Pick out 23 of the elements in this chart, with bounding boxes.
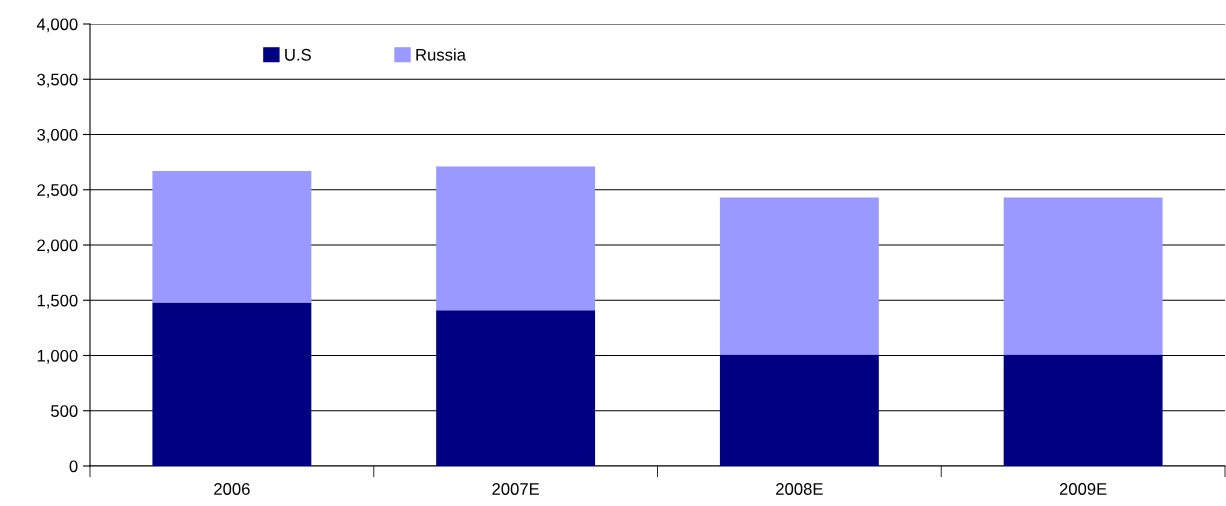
bar bbox=[152, 170, 312, 303]
x-tick-label: 2006 bbox=[214, 483, 250, 495]
x-tick-label: 2007E bbox=[492, 483, 540, 495]
x-tick-label: 2008E bbox=[776, 483, 823, 495]
y-tick-label: 3,000 bbox=[37, 128, 78, 143]
y-tick-label: 1,500 bbox=[37, 294, 78, 309]
bar bbox=[1003, 354, 1163, 466]
y-tick-label: 3,500 bbox=[37, 73, 78, 88]
x-tick-label: 2009E bbox=[1059, 483, 1107, 495]
y-tick-label: 500 bbox=[51, 405, 78, 417]
legend-label: U.S bbox=[285, 48, 311, 61]
y-tick-label: 0 bbox=[69, 460, 78, 473]
bar bbox=[436, 310, 596, 466]
bar bbox=[1003, 197, 1163, 355]
y-tick-label: 2,000 bbox=[37, 239, 78, 254]
bar bbox=[152, 302, 312, 466]
y-tick-label: 4,000 bbox=[36, 18, 78, 33]
legend-label: Russia bbox=[416, 48, 466, 61]
bar bbox=[436, 166, 596, 311]
y-tick-label: 1,000 bbox=[37, 349, 78, 364]
bar bbox=[719, 197, 879, 355]
y-tick-label: 2,500 bbox=[37, 184, 78, 198]
bar bbox=[719, 354, 879, 466]
